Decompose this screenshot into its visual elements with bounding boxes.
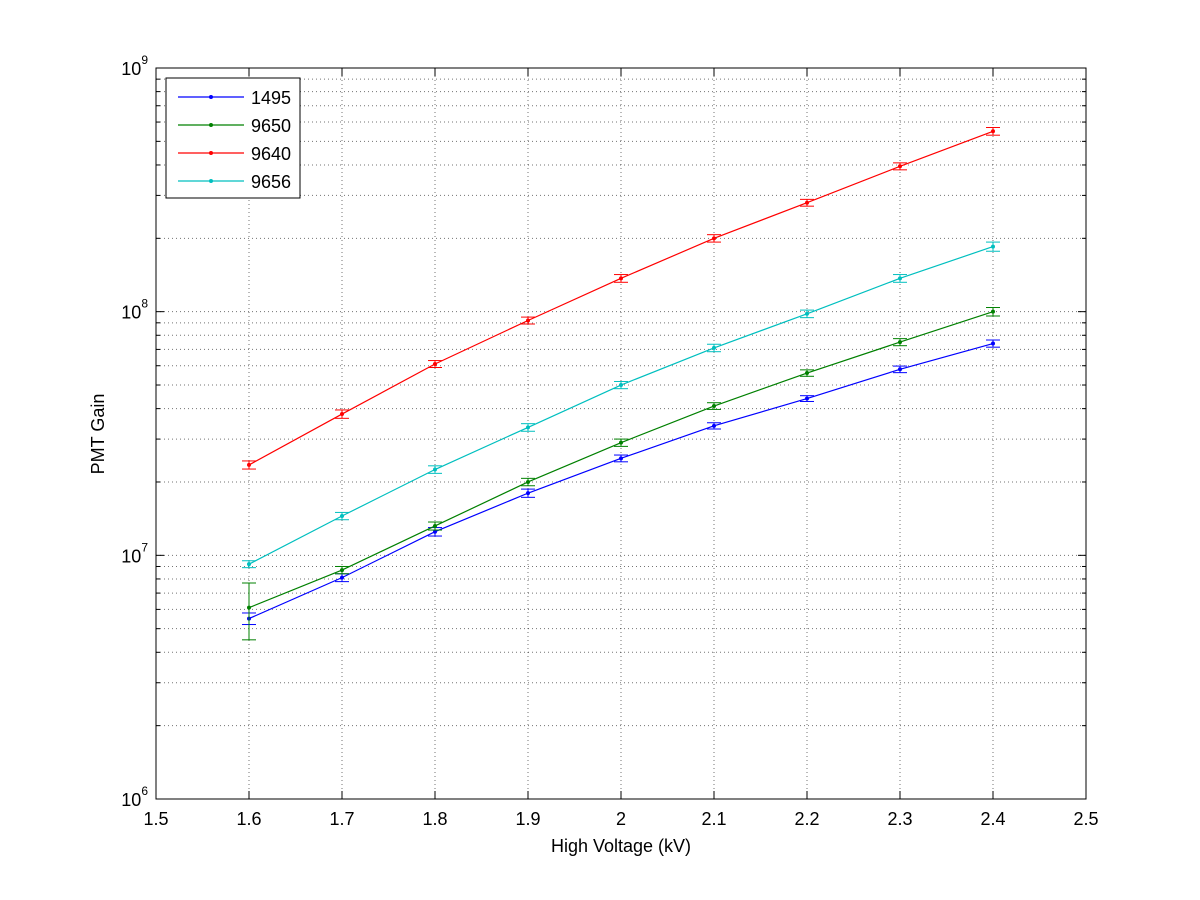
data-point (712, 404, 716, 409)
legend: 1495 9650 9640 9656 (165, 77, 301, 199)
data-point (433, 523, 437, 528)
data-point (340, 514, 344, 519)
data-point (433, 361, 437, 366)
x-tick-label: 1.8 (422, 809, 447, 829)
data-point (991, 341, 995, 346)
legend-marker (209, 151, 213, 155)
data-point (991, 244, 995, 249)
data-point (805, 371, 809, 376)
x-tick-labels: 1.5 1.6 1.7 1.8 1.9 2 2.1 2.2 2.3 2.4 2.5 (143, 809, 1098, 829)
data-point (247, 562, 251, 567)
x-tick-label: 1.7 (329, 809, 354, 829)
y-axis-label: PMT Gain (88, 394, 108, 475)
y-tick-label-base: 10 (121, 59, 141, 79)
data-point (619, 440, 623, 445)
x-tick-label: 2.1 (701, 809, 726, 829)
series-9650 (242, 307, 1000, 641)
legend-marker (209, 123, 213, 127)
x-tick-label: 2.2 (794, 809, 819, 829)
data-point (712, 236, 716, 241)
legend-label: 9656 (251, 172, 291, 192)
data-point (247, 605, 251, 610)
y-tick-label-base: 10 (121, 790, 141, 810)
data-point (526, 318, 530, 323)
y-tick-label: 106 (121, 784, 148, 810)
axis-ticks (155, 67, 1087, 800)
data-point (898, 367, 902, 372)
data-point (898, 164, 902, 169)
data-point (712, 423, 716, 428)
data-point (805, 200, 809, 205)
legend-entry-9650: 9650 (178, 116, 291, 136)
x-tick-label: 1.6 (236, 809, 261, 829)
series-9640 (242, 126, 1000, 470)
data-point (898, 276, 902, 281)
y-tick-label-exponent: 7 (141, 540, 148, 554)
y-tick-label-exponent: 9 (141, 53, 148, 67)
data-point (340, 412, 344, 417)
legend-entry-9640: 9640 (178, 144, 291, 164)
legend-entries: 1495 9650 9640 9656 (178, 88, 291, 192)
legend-entry-1495: 1495 (178, 88, 291, 108)
data-point (433, 467, 437, 472)
legend-label: 1495 (251, 88, 291, 108)
data-point (619, 276, 623, 281)
data-point (619, 383, 623, 388)
data-point (526, 491, 530, 496)
legend-label: 9640 (251, 144, 291, 164)
data-point (433, 529, 437, 534)
data-point (619, 456, 623, 461)
data-point (805, 396, 809, 401)
y-tick-label-base: 10 (121, 303, 141, 323)
y-tick-label: 109 (121, 53, 148, 79)
data-point (340, 575, 344, 580)
y-tick-label-exponent: 8 (141, 297, 148, 311)
data-point (247, 462, 251, 467)
data-point (898, 340, 902, 345)
data-point (526, 425, 530, 430)
x-tick-label: 2.3 (887, 809, 912, 829)
data-point (805, 311, 809, 316)
y-tick-label: 107 (121, 540, 148, 566)
y-tick-label-exponent: 6 (141, 784, 148, 798)
data-series (242, 126, 1000, 641)
y-tick-label: 108 (121, 297, 148, 323)
x-axis-label: High Voltage (kV) (551, 836, 691, 856)
x-tick-label: 2.5 (1073, 809, 1098, 829)
y-tick-label-base: 10 (121, 546, 141, 566)
data-point (991, 309, 995, 314)
grid-lines (156, 68, 1086, 799)
legend-box (165, 77, 301, 199)
data-point (991, 129, 995, 134)
x-tick-label: 1.5 (143, 809, 168, 829)
legend-entry-9656: 9656 (178, 172, 291, 192)
legend-label: 9650 (251, 116, 291, 136)
x-tick-label: 2.4 (980, 809, 1005, 829)
data-point (712, 345, 716, 350)
data-point (340, 568, 344, 573)
legend-marker (209, 95, 213, 99)
data-point (526, 479, 530, 484)
legend-marker (209, 179, 213, 183)
series-9656 (242, 241, 1000, 569)
x-tick-label: 2 (616, 809, 626, 829)
x-tick-label: 1.9 (515, 809, 540, 829)
